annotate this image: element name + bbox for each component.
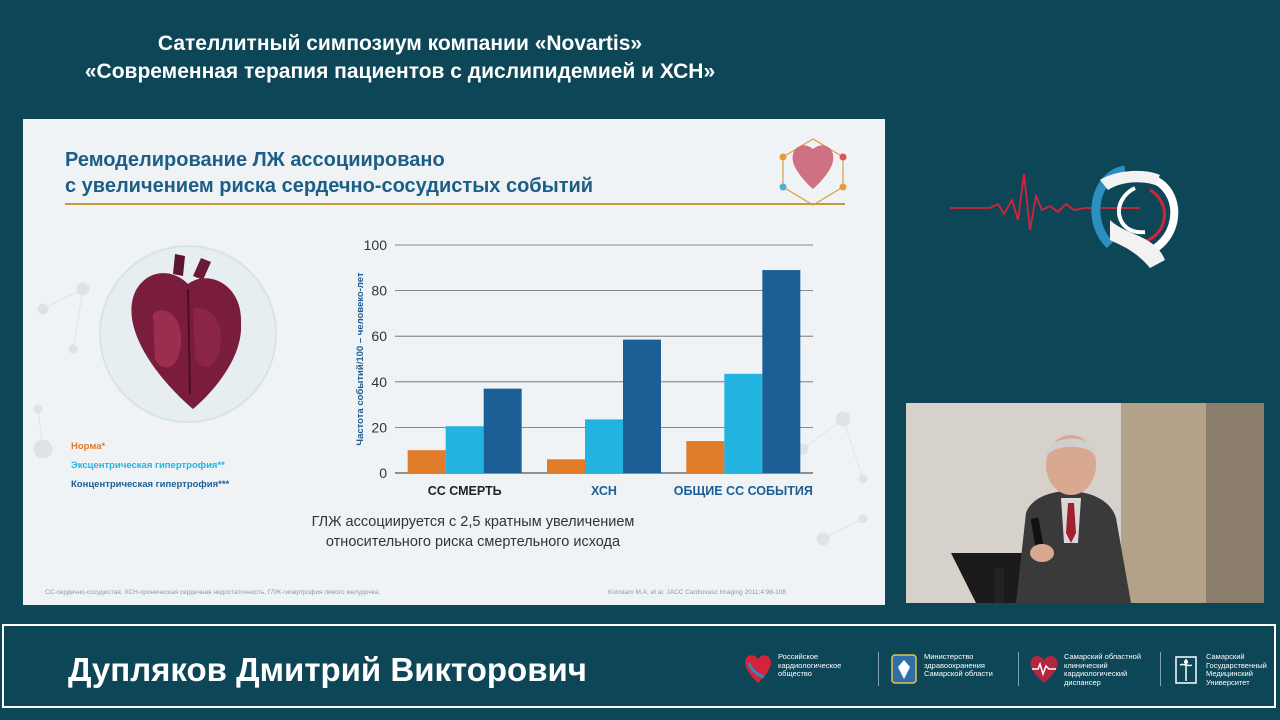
partner-divider — [1160, 652, 1161, 686]
legend-item-norm: Норма* — [71, 441, 106, 452]
conclusion-line1: ГЛЖ ассоциируется с 2,5 кратным увеличен… — [311, 514, 635, 530]
legend-item-concentric: Концентрическая гипертрофия*** — [71, 479, 230, 490]
rko-heart-icon — [745, 655, 771, 683]
samara-emblem-icon — [891, 654, 917, 684]
abbreviations-footnote: СС-сердечно-сосудистая, ХСН-хроническая … — [45, 589, 381, 596]
anatomical-heart-icon — [99, 245, 277, 423]
symposium-title-line2: «Современная терапия пациентов с дислипи… — [84, 60, 716, 83]
y-tick-label: 20 — [371, 419, 387, 435]
chart-legend: Норма* Эксцентрическая гипертрофия** Кон… — [71, 437, 229, 494]
slide-title-line2: с увеличением риска сердечно-сосудистых … — [65, 175, 594, 197]
symposium-title-line1: Сателлитный симпозиум компании «Novartis… — [157, 32, 643, 55]
bar — [623, 339, 661, 473]
speaker-name: Дупляков Дмитрий Викторович — [68, 651, 587, 688]
events-bar-chart: 0 20 40 60 80 100 Частота событий/100 – челове… — [355, 237, 813, 498]
x-tick-label: СС СМЕРТЬ — [428, 484, 502, 498]
speaker-camera-frame — [906, 403, 1264, 603]
partner-rko-text: Российское кардиологическое общество — [778, 652, 842, 678]
x-tick-label: ХСН — [591, 484, 617, 498]
bar — [762, 270, 801, 473]
partner-dispensary-text: Самарский областной клинический кардиологи… — [1064, 652, 1142, 687]
bar — [547, 459, 585, 473]
y-tick-label: 80 — [371, 283, 387, 299]
title-underline — [65, 203, 845, 205]
heart-hexagon-icon — [779, 138, 847, 206]
y-tick-label: 40 — [371, 374, 387, 390]
x-tick-label: ОБЩИЕ СС СОБЫТИЯ — [674, 484, 813, 498]
conclusion-line2: относительного риска смертельного исхода — [325, 534, 621, 550]
bar — [483, 388, 522, 473]
partner-ministry-text: Министерство здравоохранения Самарской обл… — [924, 652, 993, 678]
speaker-banner: Дупляков Дмитрий Викторович Российское ка… — [2, 624, 1276, 708]
speaker-video — [906, 403, 1264, 603]
reference-footnote: Konstam M.A. et al. JACC Cardiovasc Imag… — [608, 589, 786, 596]
university-emblem-icon — [1175, 656, 1197, 684]
bar — [407, 450, 446, 473]
slide-title-line1: Ремоделирование ЛЖ ассоциировано — [65, 149, 445, 171]
y-tick-label: 0 — [379, 465, 387, 481]
bar — [445, 426, 484, 473]
partner-university-text: Самарский Государственный Медицинский Униве… — [1206, 652, 1267, 687]
partner-divider — [1018, 652, 1019, 686]
ecg-hands-logo-icon — [950, 165, 1179, 268]
cardio-dispensary-icon — [1030, 656, 1058, 683]
bar — [686, 441, 725, 473]
presentation-slide: Ремоделирование ЛЖ ассоциировано с увели… — [23, 119, 885, 605]
bar — [585, 419, 623, 473]
bar — [724, 373, 763, 473]
y-tick-label: 60 — [371, 328, 387, 344]
y-axis-label: Частота событий/100 – человеко-лет — [355, 272, 366, 446]
y-tick-label: 100 — [364, 237, 388, 253]
partner-divider — [878, 652, 879, 686]
legend-item-eccentric: Эксцентрическая гипертрофия** — [71, 460, 225, 471]
